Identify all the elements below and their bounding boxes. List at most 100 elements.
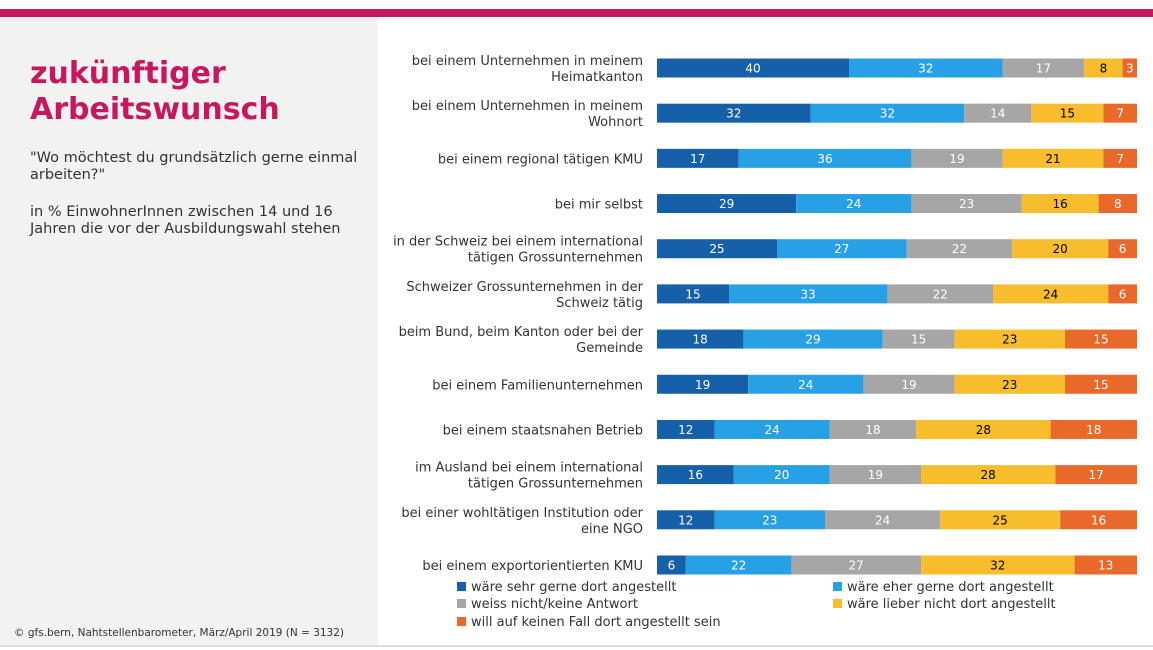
bar-segment [657, 194, 797, 214]
category-label: Schweizer Grossunternehmen in der Schweiz… [406, 280, 643, 311]
data-label: 23 [1002, 333, 1017, 347]
bar-segment [1055, 465, 1137, 485]
bar-segment [657, 329, 744, 349]
data-label: 22 [933, 287, 948, 301]
bar-segment [1050, 419, 1137, 439]
bar-segment [1098, 194, 1137, 214]
data-label: 15 [685, 287, 700, 301]
bar-segment [1103, 103, 1137, 123]
data-label: 19 [901, 378, 916, 392]
data-label: 29 [719, 197, 734, 211]
data-label: 32 [990, 558, 1005, 572]
data-label: 20 [1053, 242, 1068, 256]
data-label: 23 [762, 513, 777, 527]
data-label: 15 [1093, 333, 1108, 347]
bar-segment [1060, 510, 1137, 530]
survey-question: "Wo möchtest du grundsätzlich gerne einm… [30, 150, 358, 183]
bar-segment [657, 103, 811, 123]
category-label: im Ausland bei einem international tätige… [415, 461, 643, 492]
bar-segment [810, 103, 965, 123]
data-label: 3 [1126, 62, 1134, 76]
data-label: 24 [798, 378, 813, 392]
legend-label: will auf keinen Fall dort angestellt sei… [471, 615, 721, 630]
bar-segment [657, 374, 749, 394]
data-label: 24 [1043, 287, 1058, 301]
data-label: 24 [875, 513, 890, 527]
bar-segment [911, 194, 1022, 214]
category-label: bei einem regional tätigen KMU [438, 152, 643, 167]
data-label: 19 [949, 152, 964, 166]
bar-segment [733, 465, 830, 485]
bar-segment [911, 148, 1003, 168]
bar-segment [825, 510, 941, 530]
bar-segment [743, 329, 883, 349]
data-label: 32 [918, 62, 933, 76]
bar-segment [685, 555, 792, 575]
bar-segment [738, 148, 912, 168]
data-label: 23 [1002, 378, 1017, 392]
legend-swatch [457, 599, 466, 608]
data-label: 24 [846, 197, 861, 211]
bar-segment [906, 239, 1013, 259]
bar-segment [1031, 103, 1104, 123]
data-label: 21 [1045, 152, 1060, 166]
data-label: 17 [690, 152, 705, 166]
data-label: 27 [849, 558, 864, 572]
category-label: bei einem Unternehmen in meinem Wohnort [412, 99, 643, 130]
data-label: 22 [952, 242, 967, 256]
page-title: zukünftiger Arbeitswunsch [30, 56, 360, 128]
bar-segment [657, 58, 849, 78]
data-label: 6 [1119, 242, 1127, 256]
bar-segment [863, 374, 955, 394]
category-label: bei einem Familienunternehmen [432, 378, 643, 393]
bar-segment [882, 329, 955, 349]
bar-segment [993, 284, 1109, 304]
bar-segment [657, 148, 739, 168]
data-label: 29 [805, 333, 820, 347]
category-label: bei einem exportorientierten KMU [422, 559, 643, 574]
top-accent-bar [0, 0, 1153, 17]
bar-segment [796, 194, 912, 214]
bar-segment [1012, 239, 1109, 259]
data-label: 28 [981, 468, 996, 482]
bar-segment [729, 284, 888, 304]
bar-segment [1084, 58, 1123, 78]
data-label: 18 [1086, 423, 1101, 437]
data-label: 22 [731, 558, 746, 572]
legend-label: wäre eher gerne dort angestellt [847, 580, 1054, 595]
data-label: 28 [976, 423, 991, 437]
legend-swatch [457, 617, 466, 626]
bar-segment [887, 284, 993, 304]
bar-segment [657, 465, 734, 485]
bar-segment [849, 58, 1003, 78]
left-info-panel [0, 17, 378, 645]
legend-label: weiss nicht/keine Antwort [471, 597, 638, 612]
bar-segment [954, 374, 1065, 394]
data-label: 24 [765, 423, 780, 437]
data-label: 17 [1036, 62, 1051, 76]
accent-stripe [0, 9, 1153, 17]
data-label: 19 [868, 468, 883, 482]
bar-segment [791, 555, 921, 575]
bar-segment [1021, 194, 1099, 214]
bar-segment [1108, 284, 1137, 304]
bar-segment [1002, 58, 1085, 78]
bar-segment [1065, 374, 1137, 394]
bar-segment [916, 419, 1051, 439]
bar-segment [657, 419, 715, 439]
bar-segment [1122, 58, 1137, 78]
category-label: bei einer wohltätigen Institution oder ei… [401, 506, 643, 537]
category-label: bei einem staatsnahen Betrieb [443, 423, 643, 438]
bar-segment [829, 465, 921, 485]
bar-segment [940, 510, 1061, 530]
bar-segment [657, 510, 715, 530]
category-label: bei einem Unternehmen in meinem Heimatkan… [412, 54, 643, 85]
bar-segment [657, 284, 729, 304]
bar-segment [964, 103, 1032, 123]
data-label: 40 [745, 62, 760, 76]
data-label: 15 [911, 333, 926, 347]
legend-swatch [833, 582, 842, 591]
bar-segment [954, 329, 1065, 349]
bar-segment [714, 419, 830, 439]
bar-segment [1103, 148, 1137, 168]
